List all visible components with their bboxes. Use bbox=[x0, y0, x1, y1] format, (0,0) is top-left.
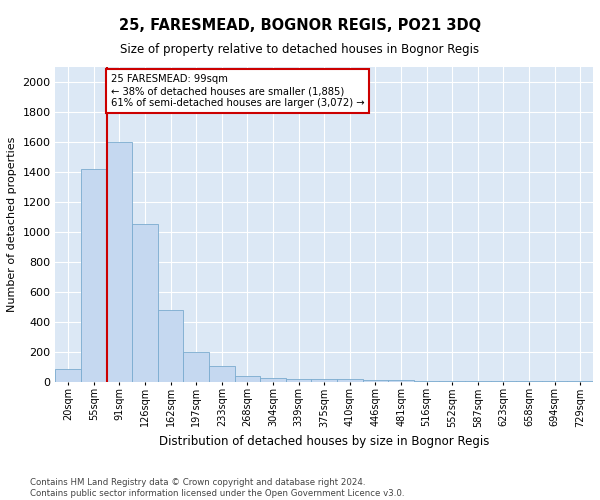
Y-axis label: Number of detached properties: Number of detached properties bbox=[7, 136, 17, 312]
Bar bbox=[337, 380, 362, 382]
Bar bbox=[362, 380, 388, 382]
Bar bbox=[107, 142, 132, 382]
Bar bbox=[414, 381, 439, 382]
Bar bbox=[184, 352, 209, 382]
Bar bbox=[158, 310, 184, 382]
Bar bbox=[235, 376, 260, 382]
Bar bbox=[311, 380, 337, 382]
Bar bbox=[209, 366, 235, 382]
Text: 25 FARESMEAD: 99sqm
← 38% of detached houses are smaller (1,885)
61% of semi-det: 25 FARESMEAD: 99sqm ← 38% of detached ho… bbox=[110, 74, 364, 108]
Text: Size of property relative to detached houses in Bognor Regis: Size of property relative to detached ho… bbox=[121, 42, 479, 56]
Bar bbox=[81, 169, 107, 382]
Bar bbox=[132, 224, 158, 382]
Bar bbox=[286, 379, 311, 382]
Text: Contains HM Land Registry data © Crown copyright and database right 2024.
Contai: Contains HM Land Registry data © Crown c… bbox=[30, 478, 404, 498]
Bar bbox=[260, 378, 286, 382]
Text: 25, FARESMEAD, BOGNOR REGIS, PO21 3DQ: 25, FARESMEAD, BOGNOR REGIS, PO21 3DQ bbox=[119, 18, 481, 32]
Bar bbox=[388, 380, 414, 382]
X-axis label: Distribution of detached houses by size in Bognor Regis: Distribution of detached houses by size … bbox=[159, 435, 490, 448]
Bar bbox=[55, 369, 81, 382]
